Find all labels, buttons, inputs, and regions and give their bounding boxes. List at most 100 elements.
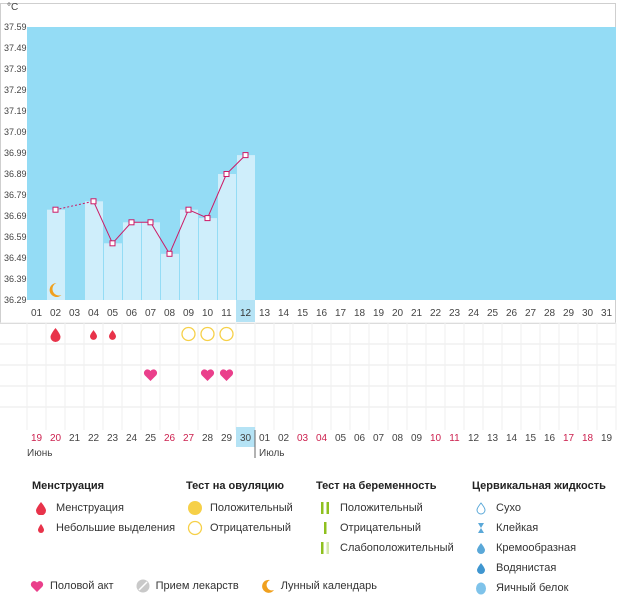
legend-item: Положительный bbox=[186, 498, 293, 518]
temperature-bar bbox=[161, 253, 179, 300]
day-label: 20 bbox=[392, 308, 404, 319]
legend-item: Менструация bbox=[32, 498, 175, 518]
date-label: 24 bbox=[126, 433, 138, 444]
day-label: 17 bbox=[335, 308, 347, 319]
legend-label: Менструация bbox=[56, 502, 124, 514]
date-label: 13 bbox=[487, 433, 499, 444]
temperature-line bbox=[207, 173, 227, 219]
legend-item: Отрицательный bbox=[186, 518, 293, 538]
legend-item: Кремообразная bbox=[472, 538, 606, 558]
menstruation-drop bbox=[50, 328, 61, 342]
temperature-line bbox=[150, 222, 170, 255]
temperature-point bbox=[147, 219, 154, 226]
temperature-bar bbox=[123, 222, 141, 300]
day-label: 05 bbox=[107, 308, 119, 319]
legend-label: Кремообразная bbox=[496, 542, 577, 554]
legend-item: Половой акт bbox=[30, 580, 114, 593]
legend-item: Прием лекарств bbox=[136, 579, 239, 593]
legend-ovulation: Тест на овуляцию Положительный Отрицател… bbox=[186, 480, 293, 538]
drop-small-icon bbox=[32, 522, 50, 534]
day-label: 12 bbox=[240, 308, 252, 319]
legend-label: Отрицательный bbox=[210, 522, 291, 534]
temperature-bar bbox=[237, 155, 255, 300]
day-label: 06 bbox=[126, 308, 138, 319]
y-tick-label: 36.89 bbox=[4, 169, 27, 179]
day-label: 31 bbox=[601, 308, 613, 319]
temperature-point bbox=[128, 219, 135, 226]
pregnancy-positive-icon bbox=[316, 501, 334, 515]
creamy-icon bbox=[472, 541, 490, 555]
day-label: 04 bbox=[88, 308, 100, 319]
temperature-point bbox=[185, 206, 192, 213]
day-label: 29 bbox=[563, 308, 575, 319]
egg-white-icon bbox=[472, 581, 490, 595]
date-label: 27 bbox=[183, 433, 195, 444]
pregnancy-weak-icon bbox=[316, 541, 334, 555]
menstruation-drop bbox=[90, 330, 97, 340]
date-label: 06 bbox=[354, 433, 366, 444]
day-label: 02 bbox=[50, 308, 62, 319]
legend-item: Лунный календарь bbox=[261, 579, 377, 593]
temperature-bar bbox=[104, 243, 122, 300]
legend-title: Тест на беременность bbox=[316, 480, 437, 492]
legend-label: Половой акт bbox=[50, 580, 114, 592]
day-label: 01 bbox=[31, 308, 43, 319]
intercourse-heart bbox=[143, 369, 158, 381]
unit-label: °C bbox=[7, 2, 18, 13]
legend-item: Небольшие выделения bbox=[32, 518, 175, 538]
y-tick-label: 37.29 bbox=[4, 85, 27, 95]
temperature-bar bbox=[85, 201, 103, 300]
temperature-line bbox=[112, 221, 132, 244]
day-label: 23 bbox=[449, 308, 461, 319]
legend-label: Положительный bbox=[210, 502, 293, 514]
date-label: 28 bbox=[202, 433, 214, 444]
date-label: 17 bbox=[563, 433, 575, 444]
y-tick-label: 37.59 bbox=[4, 22, 27, 32]
temperature-point bbox=[109, 240, 116, 247]
date-label: 14 bbox=[506, 433, 518, 444]
today-column bbox=[236, 300, 255, 322]
date-label: 16 bbox=[544, 433, 556, 444]
date-label: 22 bbox=[88, 433, 100, 444]
date-label: 25 bbox=[145, 433, 157, 444]
y-tick-label: 36.99 bbox=[4, 148, 27, 158]
legend-item: Положительный bbox=[316, 498, 454, 518]
temperature-line bbox=[93, 201, 113, 244]
temperature-bar bbox=[218, 174, 236, 300]
month-label: Июль bbox=[259, 448, 285, 459]
day-label: 26 bbox=[506, 308, 518, 319]
date-label: 08 bbox=[392, 433, 404, 444]
legend-item: Сухо bbox=[472, 498, 606, 518]
legend-cervical: Цервикальная жидкость Сухо Клейкая Кремо… bbox=[472, 480, 606, 598]
legend-label: Яичный белок bbox=[496, 582, 569, 594]
legend-label: Прием лекарств bbox=[155, 580, 239, 592]
pregnancy-negative-icon bbox=[316, 521, 334, 535]
day-label: 03 bbox=[69, 308, 81, 319]
day-label: 22 bbox=[430, 308, 442, 319]
y-tick-label: 36.39 bbox=[4, 274, 27, 284]
day-label: 24 bbox=[468, 308, 480, 319]
date-label: 29 bbox=[221, 433, 233, 444]
temperature-point bbox=[204, 215, 211, 222]
legend-menstruation: Менструация Менструация Небольшие выделе… bbox=[32, 480, 175, 538]
day-label: 25 bbox=[487, 308, 499, 319]
date-label: 04 bbox=[316, 433, 328, 444]
day-label: 14 bbox=[278, 308, 290, 319]
pill-icon bbox=[136, 579, 150, 593]
date-label: 05 bbox=[335, 433, 347, 444]
day-label: 21 bbox=[411, 308, 423, 319]
y-tick-label: 36.79 bbox=[4, 190, 27, 200]
day-label: 19 bbox=[373, 308, 385, 319]
ovulation-negative-mark bbox=[181, 326, 196, 342]
date-label: 01 bbox=[259, 433, 271, 444]
ovulation-negative-mark bbox=[200, 326, 215, 342]
date-label: 19 bbox=[601, 433, 613, 444]
today-date-cell bbox=[236, 427, 255, 447]
day-label: 16 bbox=[316, 308, 328, 319]
date-label: 10 bbox=[430, 433, 442, 444]
day-label: 07 bbox=[145, 308, 157, 319]
temperature-point bbox=[223, 171, 230, 177]
legend-pregnancy: Тест на беременность Положительный Отриц… bbox=[316, 480, 454, 558]
temperature-line bbox=[55, 200, 94, 211]
temperature-line bbox=[169, 209, 189, 254]
